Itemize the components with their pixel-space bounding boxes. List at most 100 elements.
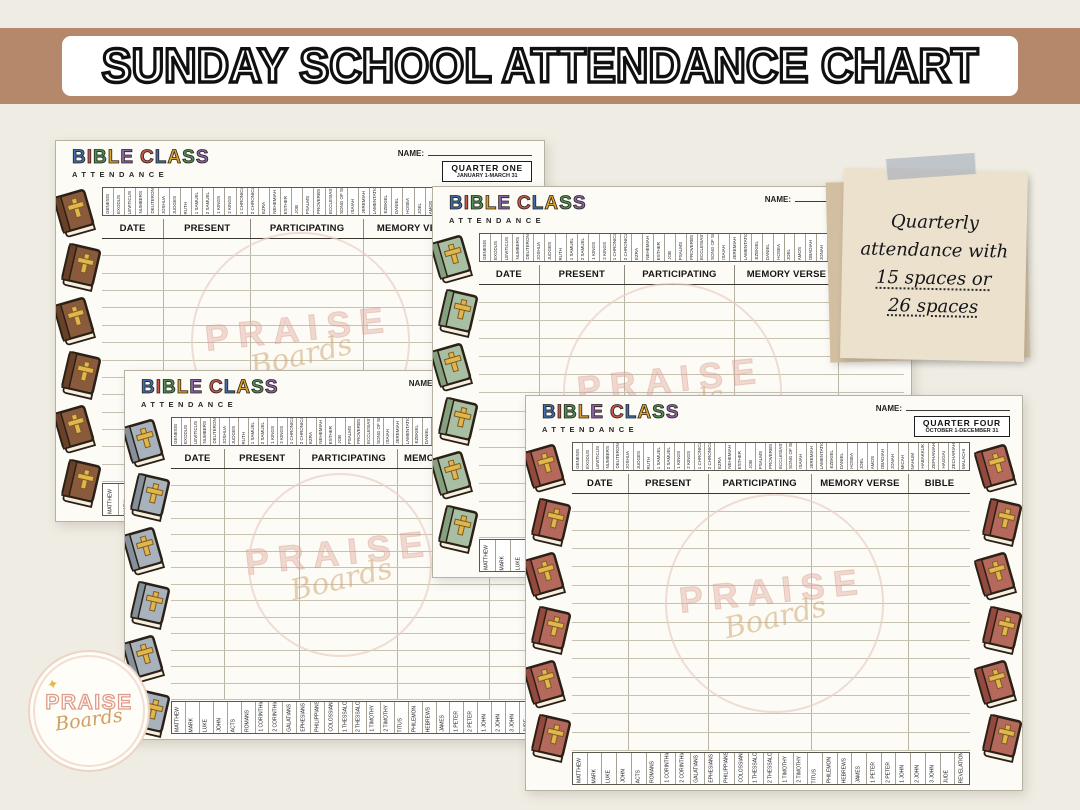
tab-cell: 1 SAMUEL xyxy=(191,188,202,215)
bible-icon xyxy=(125,522,171,582)
tab-cell: PHILEMON xyxy=(821,753,837,784)
grid-cell xyxy=(171,568,224,584)
grid-cell xyxy=(908,622,970,640)
tab-cell: 2 KINGS xyxy=(277,418,287,445)
tab-cell: ESTHER xyxy=(734,443,745,470)
tab-label: EZRA xyxy=(260,201,266,214)
tab-label: 2 KINGS xyxy=(686,451,692,469)
tab-cell: 1 SAMUEL xyxy=(248,418,258,445)
grid-cell xyxy=(734,375,838,393)
grid-cell xyxy=(102,308,163,324)
grid-cell xyxy=(397,535,489,551)
grid-cell xyxy=(623,357,734,375)
tab-cell: JUDGES xyxy=(544,234,555,261)
bible-icon xyxy=(125,577,176,635)
tab-label: JONAH xyxy=(818,244,824,260)
note-line: Quarterly xyxy=(890,211,980,235)
tab-label: ISAIAH xyxy=(349,199,355,214)
grid-cell xyxy=(810,695,908,714)
grid-cell xyxy=(707,604,811,622)
tab-cell: ISAIAH xyxy=(346,188,358,215)
grid-cell xyxy=(163,325,250,343)
tab-cell: ISAIAH xyxy=(383,418,393,445)
grid-cell xyxy=(489,634,548,650)
tab-label: MATTHEW xyxy=(483,545,490,570)
tab-label: EPHESIANS xyxy=(300,703,307,732)
grid-cell xyxy=(299,617,397,633)
tab-label: 2 CHRONICLES xyxy=(706,443,712,469)
tab-cell: LAMENTATIONS xyxy=(740,234,751,261)
tab-label: EZRA xyxy=(633,247,639,260)
bible-icon xyxy=(526,494,577,552)
tab-cell: 1 KINGS xyxy=(587,234,599,261)
table-row xyxy=(171,634,548,651)
tab-label: 1 TIMOTHY xyxy=(369,705,376,732)
tab-cell: EZEKIEL xyxy=(750,234,762,261)
grid-cell xyxy=(479,339,539,356)
grid-cell xyxy=(572,512,628,529)
tab-cell: EPHESIANS xyxy=(704,753,719,784)
grid-cell xyxy=(810,640,908,659)
tab-cell: EZRA xyxy=(257,188,269,215)
tab-label: 1 PETER xyxy=(453,711,460,732)
tab-label: DEUTERONOMY xyxy=(525,234,531,260)
tab-cell: 3 JOHN xyxy=(505,702,519,733)
tab-label: 1 CHRONICLES xyxy=(238,188,244,214)
banner-panel: SUNDAY SCHOOL ATTENDANCE CHART xyxy=(62,36,1018,96)
column-header: PRESENT xyxy=(163,219,250,238)
sheet-title-block: BIBLE CLASS ATTENDANCE xyxy=(449,194,587,225)
tab-cell: 1 JOHN xyxy=(895,753,910,784)
bible-icon xyxy=(526,439,572,499)
grid-cell xyxy=(538,339,624,357)
grid-cell xyxy=(250,256,363,273)
tab-cell: LEVITICUS xyxy=(592,443,602,470)
tab-label: EXODUS xyxy=(492,240,498,260)
tab-cell: 2 SAMUEL xyxy=(202,188,213,215)
tab-cell: ESTHER xyxy=(325,418,335,445)
tab-cell: 1 KINGS xyxy=(673,443,684,470)
grid-cell xyxy=(163,291,250,308)
tab-cell: JOB xyxy=(291,188,302,215)
grid-cell xyxy=(810,494,908,512)
tab-label: ESTHER xyxy=(282,195,288,214)
tab-cell: LAMENTATIONS xyxy=(402,418,412,445)
bible-icon xyxy=(969,547,1022,607)
bible-column xyxy=(526,442,571,790)
sheet-subtitle: ATTENDANCE xyxy=(141,400,238,409)
name-label: NAME: xyxy=(875,404,902,413)
tab-cell: HAGGAI xyxy=(938,443,948,470)
tab-label: 1 CORINTHIANS xyxy=(258,702,265,732)
tab-cell: HOSEA xyxy=(846,443,857,470)
sticky-note: Quarterly attendance with 15 spaces or 26 s… xyxy=(840,168,1028,362)
tab-cell: TITUS xyxy=(393,702,408,733)
grid-cell xyxy=(623,303,734,321)
grid-cell xyxy=(489,650,548,666)
tab-label: JOB xyxy=(666,251,672,260)
tab-cell: NEHEMIAH xyxy=(315,418,326,445)
tab-cell: 1 SAMUEL xyxy=(653,443,663,470)
tab-label: JOHN xyxy=(216,718,223,732)
tab-label: TITUS xyxy=(397,717,404,732)
grid-cell xyxy=(489,667,548,683)
tab-cell: RUTH xyxy=(238,418,248,445)
tab-label: 1 KINGS xyxy=(216,196,222,214)
tab-cell: NEHEMIAH xyxy=(642,234,653,261)
tab-cell: 2 THESSALONIANS xyxy=(351,702,366,733)
table-row xyxy=(479,357,904,376)
column-header: PARTICIPATING xyxy=(250,219,363,238)
tab-label: ESTHER xyxy=(655,241,661,260)
tab-label: GALATIANS xyxy=(286,704,293,732)
tab-cell: JOEL xyxy=(783,234,795,261)
tab-label: JUDGES xyxy=(546,241,552,260)
sheet-title-block: BIBLE CLASS ATTENDANCE xyxy=(72,148,210,179)
tab-cell: JOB xyxy=(663,234,675,261)
grid-cell xyxy=(362,291,469,308)
tab-cell: RUTH xyxy=(555,234,566,261)
tab-cell: ROMANS xyxy=(240,702,255,733)
grid-cell xyxy=(299,518,397,534)
grid-cell xyxy=(572,604,628,621)
table-row xyxy=(171,617,548,634)
grid-cell xyxy=(707,640,811,659)
tab-cell: 1 PETER xyxy=(449,702,463,733)
tab-label: 2 SAMUEL xyxy=(259,421,265,444)
